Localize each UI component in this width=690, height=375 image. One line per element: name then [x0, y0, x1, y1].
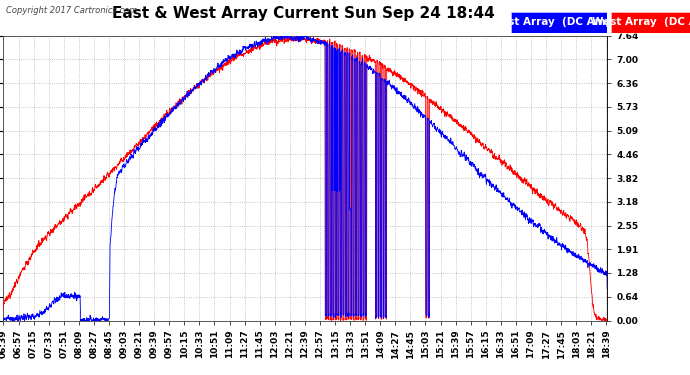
Text: West Array  (DC Amps): West Array (DC Amps): [592, 17, 690, 27]
Text: East & West Array Current Sun Sep 24 18:44: East & West Array Current Sun Sep 24 18:…: [112, 6, 495, 21]
Text: East Array  (DC Amps): East Array (DC Amps): [494, 17, 624, 27]
Text: Copyright 2017 Cartronics.com: Copyright 2017 Cartronics.com: [6, 6, 137, 15]
